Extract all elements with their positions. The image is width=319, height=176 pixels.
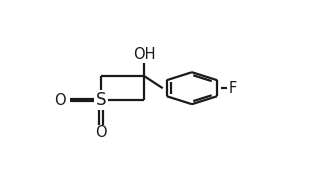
Text: O: O <box>54 93 65 108</box>
Text: OH: OH <box>133 47 156 62</box>
Text: O: O <box>95 125 107 140</box>
Text: S: S <box>96 91 106 109</box>
Text: F: F <box>229 81 237 96</box>
